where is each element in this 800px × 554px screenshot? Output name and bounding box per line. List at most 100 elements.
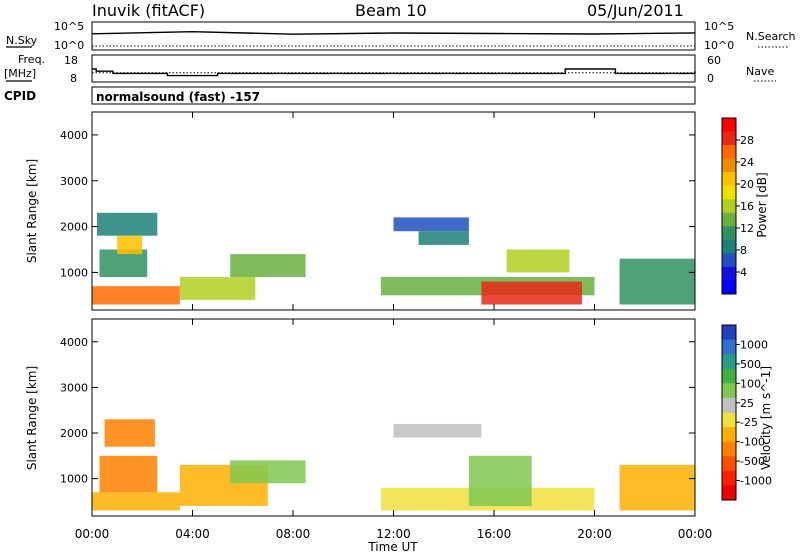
- velocity-heatmap-cells: [92, 419, 695, 511]
- power-region-3: [117, 235, 143, 255]
- velocity-region-1: [99, 455, 158, 493]
- colorbar-tick-label: -100: [740, 436, 765, 449]
- nsearch-label: N.Search: [746, 30, 796, 43]
- velocity-colorbar: 1000 500 100 25 -25 -100 -500 -1000: [721, 324, 772, 501]
- velocity-heatmap: [91, 318, 696, 517]
- ytick-label: 4000: [60, 129, 88, 142]
- colorbar-segment: [722, 172, 736, 187]
- power-ylabel: Slant Range [km]: [25, 159, 39, 263]
- colorbar-segment: [722, 131, 736, 146]
- power-colorbar: 28 24 20 16 12 8 4: [721, 117, 754, 295]
- colorbar-segment: [722, 212, 736, 227]
- ytick-label: 1000: [60, 473, 88, 486]
- power-region-6: [393, 217, 469, 232]
- colorbar-segment: [722, 226, 736, 241]
- cpid-panel-frame: [91, 86, 696, 105]
- colorbar-segment: [722, 325, 736, 341]
- velocity-region-0: [92, 492, 180, 511]
- power-region-11: [619, 258, 695, 305]
- colorbar-tick-label: -500: [740, 455, 765, 468]
- date-title: 05/Jun/2011: [587, 1, 684, 20]
- xaxis-label: Time UT: [367, 540, 418, 554]
- velocity-region-8: [619, 464, 695, 511]
- colorbar-segment: [722, 441, 736, 457]
- colorbar-tick-label: 24: [740, 156, 754, 169]
- velocity-ylabel: Slant Range [km]: [25, 366, 39, 470]
- nsky-tick-top: 10^5: [54, 20, 84, 33]
- nsky-label: N.Sky: [6, 34, 38, 47]
- xtick-label: 04:00: [175, 527, 210, 541]
- colorbar-segment: [722, 158, 736, 173]
- power-region-5: [230, 254, 306, 277]
- xtick-label: 12:00: [376, 527, 411, 541]
- colorbar-segment: [722, 118, 736, 132]
- colorbar-tick-label: 500: [740, 358, 761, 371]
- colorbar-tick-label: 20: [740, 178, 754, 191]
- power-heatmap: [91, 111, 696, 311]
- cpid-value: normalsound (fast) -157: [96, 90, 260, 104]
- velocity-yaxis: 4000 3000 2000 1000: [60, 336, 695, 486]
- colorbar-frame: [721, 324, 737, 501]
- velocity-colorbar-label: Velocity [m s^-1]: [759, 366, 773, 470]
- power-region-4: [179, 277, 256, 300]
- power-region-9: [481, 281, 582, 305]
- xtick-label: 20:00: [577, 527, 612, 541]
- freq-tick-top: 18: [64, 54, 78, 67]
- colorbar-segment: [722, 239, 736, 254]
- colorbar-segment: [722, 368, 736, 384]
- colorbar-tick-label: 1000: [740, 338, 768, 351]
- nsearch-tick-top: 10^5: [704, 20, 734, 33]
- power-yaxis: 4000 3000 2000 1000: [60, 129, 695, 279]
- colorbar-segment: [722, 354, 736, 370]
- colorbar-segment: [722, 145, 736, 160]
- nsearch-tick-bottom: 10^0: [704, 39, 734, 52]
- xtick-label: 16:00: [477, 527, 512, 541]
- freq-unit: [MHz]: [4, 67, 36, 80]
- power-heatmap-cells: [92, 212, 695, 305]
- colorbar-segment: [722, 266, 736, 281]
- colorbar-tick-label: 16: [740, 200, 754, 213]
- ytick-label: 1000: [60, 266, 88, 279]
- colorbar-segment: [722, 185, 736, 200]
- xtick-label: 00:00: [678, 527, 713, 541]
- colorbar-segment: [722, 253, 736, 268]
- colorbar-tick-label: 12: [740, 222, 754, 235]
- colorbar-segment: [722, 485, 736, 501]
- nsky-series-line: [91, 30, 696, 35]
- freq-series-line: [92, 68, 696, 77]
- velocity-region-4: [230, 460, 306, 484]
- nsky-tick-bottom: 10^0: [54, 39, 84, 52]
- time-xaxis: 00:00 04:00 08:00 12:00 16:00 20:00 00:00: [75, 112, 713, 541]
- colorbar-tick-label: 8: [740, 244, 747, 257]
- colorbar-segment: [722, 397, 736, 413]
- power-region-10: [506, 249, 570, 273]
- xtick-label: 08:00: [276, 527, 311, 541]
- ytick-label: 4000: [60, 336, 88, 349]
- ytick-label: 3000: [60, 381, 88, 394]
- xtick-label: 00:00: [75, 527, 110, 541]
- velocity-region-2: [104, 419, 155, 447]
- nave-tick-top: 60: [707, 54, 721, 67]
- colorbar-segment: [722, 412, 736, 428]
- power-region-2: [97, 212, 158, 236]
- colorbar-tick-label: 25: [740, 397, 754, 410]
- velocity-region-5: [393, 423, 482, 438]
- colorbar-tick-label: -1000: [740, 475, 772, 488]
- ytick-label: 2000: [60, 427, 88, 440]
- ytick-label: 2000: [60, 221, 88, 234]
- colorbar-tick-label: 100: [740, 377, 761, 390]
- power-region-7: [418, 231, 469, 245]
- colorbar-tick-label: 4: [740, 266, 747, 279]
- nave-tick-bottom: 0: [707, 72, 714, 85]
- colorbar-segment: [722, 199, 736, 214]
- freq-label: Freq.: [18, 53, 45, 66]
- velocity-region-7: [468, 455, 532, 506]
- beam-title: Beam 10: [355, 1, 427, 20]
- nsky-panel-frame: [91, 21, 696, 51]
- ytick-label: 3000: [60, 175, 88, 188]
- power-colorbar-label: Power [dB]: [755, 172, 769, 237]
- station-title: Inuvik (fitACF): [92, 1, 205, 20]
- colorbar-segment: [722, 383, 736, 399]
- colorbar-segment: [722, 339, 736, 355]
